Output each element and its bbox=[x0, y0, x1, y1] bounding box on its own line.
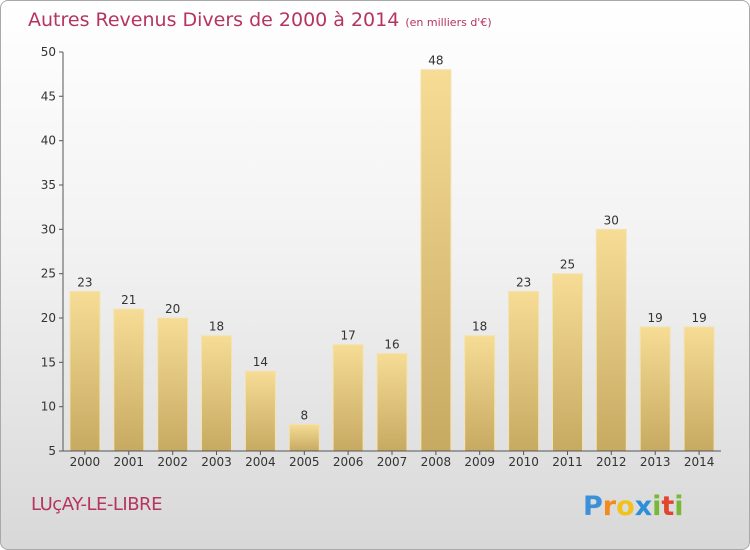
data-label: 19 bbox=[691, 311, 706, 325]
bar-2002 bbox=[157, 317, 189, 452]
bar-2008 bbox=[420, 69, 452, 452]
data-label: 20 bbox=[165, 302, 180, 316]
y-tick-label: 35 bbox=[41, 178, 56, 192]
bar-2000 bbox=[69, 290, 101, 452]
commune-name: LUçAY-LE-LIBRE bbox=[31, 494, 162, 515]
y-tick-label: 20 bbox=[41, 311, 56, 325]
chart-title-main: Autres Revenus Divers de 2000 à 2014 bbox=[28, 9, 400, 31]
chart-title: Autres Revenus Divers de 2000 à 2014 (en … bbox=[28, 9, 492, 31]
x-tick-label: 2001 bbox=[114, 455, 145, 469]
data-label: 25 bbox=[560, 258, 575, 272]
x-tick-label: 2009 bbox=[464, 455, 495, 469]
logo-letter: t bbox=[661, 491, 675, 522]
axes-group: 2000 2001 2002 2003 2004 2005 2006 2007 2008 2009… bbox=[41, 45, 721, 469]
bar-2004 bbox=[244, 370, 276, 452]
bar-2010 bbox=[508, 290, 540, 452]
data-label: 18 bbox=[209, 320, 224, 334]
bar-2005 bbox=[288, 423, 320, 452]
data-label: 48 bbox=[428, 54, 443, 68]
y-tick-label: 15 bbox=[41, 355, 56, 369]
chart-title-unit: (en milliers d'€) bbox=[405, 16, 492, 29]
proxiti-logo[interactable]: Proxiti bbox=[583, 491, 684, 522]
x-tick-label: 2008 bbox=[421, 455, 452, 469]
data-label: 18 bbox=[472, 320, 487, 334]
y-tick-label: 10 bbox=[41, 400, 56, 414]
logo-letter: i bbox=[652, 491, 662, 522]
y-tick-label: 50 bbox=[41, 45, 56, 59]
bar-2006 bbox=[332, 344, 364, 452]
bar-2012 bbox=[595, 228, 627, 452]
x-tick-label: 2003 bbox=[201, 455, 232, 469]
x-tick-label: 2000 bbox=[70, 455, 101, 469]
x-tick-label: 2013 bbox=[640, 455, 671, 469]
y-tick-label: 30 bbox=[41, 222, 56, 236]
data-label: 8 bbox=[300, 408, 308, 422]
y-tick-label: 45 bbox=[41, 89, 56, 103]
logo-letter: x bbox=[634, 491, 653, 522]
y-tick-label: 40 bbox=[41, 134, 56, 148]
data-label: 19 bbox=[648, 311, 663, 325]
x-tick-label: 2004 bbox=[245, 455, 276, 469]
data-label: 21 bbox=[121, 293, 136, 307]
data-label: 17 bbox=[340, 329, 355, 343]
logo-letter: r bbox=[602, 491, 617, 522]
x-tick-label: 2012 bbox=[596, 455, 627, 469]
data-label: 30 bbox=[604, 213, 619, 227]
x-tick-label: 2006 bbox=[333, 455, 364, 469]
bar-2007 bbox=[376, 353, 408, 452]
bar-2003 bbox=[201, 335, 232, 452]
y-tick-label: 5 bbox=[48, 444, 56, 458]
x-tick-label: 2002 bbox=[157, 455, 188, 469]
logo-letter: o bbox=[616, 491, 635, 522]
bar-2011 bbox=[552, 273, 583, 452]
data-label: 16 bbox=[384, 338, 399, 352]
logo-letter: P bbox=[583, 491, 603, 522]
data-label: 23 bbox=[77, 275, 92, 289]
data-label: 23 bbox=[516, 275, 531, 289]
x-tick-label: 2010 bbox=[508, 455, 539, 469]
bars-group: 23 21 20 18 14 8 17 16 48 18 23 25 30 19 19 bbox=[69, 54, 715, 452]
bar-2001 bbox=[113, 308, 145, 452]
x-tick-label: 2014 bbox=[684, 455, 715, 469]
bar-2009 bbox=[464, 335, 496, 452]
x-tick-label: 2007 bbox=[377, 455, 408, 469]
logo-letter: i bbox=[674, 491, 684, 522]
bar-2014 bbox=[683, 326, 715, 452]
data-label: 14 bbox=[253, 355, 268, 369]
x-tick-label: 2011 bbox=[552, 455, 583, 469]
bar-2013 bbox=[639, 326, 671, 452]
y-tick-label: 25 bbox=[41, 267, 56, 281]
x-tick-label: 2005 bbox=[289, 455, 320, 469]
